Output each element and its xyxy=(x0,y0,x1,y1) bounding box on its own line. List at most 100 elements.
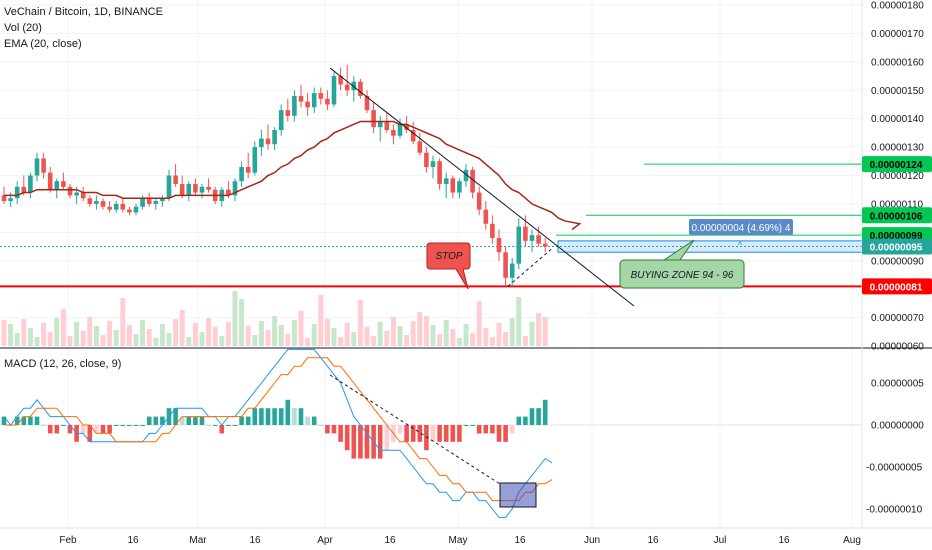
macd-histogram-bar xyxy=(239,416,244,425)
volume-legend[interactable]: Vol (20) xyxy=(4,22,42,34)
buying-zone-callout xyxy=(619,239,745,289)
macd-histogram-bar xyxy=(140,425,145,426)
macd-histogram-bar xyxy=(483,425,489,434)
macd-histogram-bar xyxy=(179,416,185,425)
volume-bar xyxy=(318,295,324,346)
candle-body xyxy=(100,201,106,207)
macd-tick-label: -0.00000010 xyxy=(866,505,923,516)
macd-histogram-bar xyxy=(1,416,7,425)
macd-histogram-bar xyxy=(450,425,456,442)
macd-tick-label: 0.00000005 xyxy=(871,379,924,390)
symbol-legend[interactable]: VeChain / Bitcoin, 1D, BINANCE xyxy=(4,6,163,18)
candle-body xyxy=(186,184,192,196)
candle-body xyxy=(47,172,53,190)
macd-histogram-bar xyxy=(424,425,429,451)
candle-body xyxy=(61,181,66,187)
volume-bar xyxy=(529,322,535,346)
candle-body xyxy=(133,206,139,213)
candle-body xyxy=(292,95,297,116)
macd-histogram-bar xyxy=(311,416,317,425)
candle-body xyxy=(166,175,172,199)
macd-histogram-bar xyxy=(364,425,370,459)
measure-text: 0.00000004 (4.69%) 4 xyxy=(692,223,791,234)
volume-bar xyxy=(542,317,548,346)
candle-body xyxy=(437,161,442,185)
volume-bar xyxy=(311,324,317,346)
macd-histogram-bar xyxy=(404,425,409,442)
volume-bar xyxy=(397,326,403,346)
ema-polyline xyxy=(4,120,582,231)
volume-bar xyxy=(272,316,278,346)
macd-histogram-bar xyxy=(226,425,231,426)
macd-histogram-bar xyxy=(377,425,383,459)
macd-legend[interactable]: MACD (12, 26, close, 9) xyxy=(4,358,122,370)
volume-bar xyxy=(232,291,238,346)
candle-body xyxy=(391,130,396,136)
volume-bar xyxy=(133,334,139,346)
trendline[interactable] xyxy=(329,67,635,307)
price-tick-label: 0.00000060 xyxy=(871,342,924,353)
ema-legend[interactable]: EMA (20, close) xyxy=(4,38,82,50)
volume-bar xyxy=(179,310,185,346)
macd-line xyxy=(3,348,553,518)
price-tag-box xyxy=(862,238,932,255)
volume-bar xyxy=(377,322,383,346)
price-tag-label: 0.00000124 xyxy=(870,160,923,171)
candle-body xyxy=(14,186,20,199)
macd-histogram-bar xyxy=(94,425,99,434)
time-tick-label: Mar xyxy=(189,535,207,546)
candle-body xyxy=(193,184,198,193)
macd-histogram-bar xyxy=(285,399,291,425)
candle-body xyxy=(450,178,456,193)
volume-bar xyxy=(140,320,146,346)
macd-histogram-bar xyxy=(54,425,60,434)
macd-cross-box xyxy=(499,482,537,508)
candle-body xyxy=(120,203,126,210)
candle-body xyxy=(80,192,86,199)
macd-tick-label: 0.00000000 xyxy=(871,421,924,432)
callouts[interactable]: STOP BUYING ZONE 94 - 96 0.00000004 (4.69%… xyxy=(426,219,793,290)
candle-body xyxy=(542,243,548,247)
candle-body xyxy=(160,198,165,202)
macd-histogram-bar xyxy=(87,425,93,442)
candle-body xyxy=(410,130,416,142)
candle-body xyxy=(470,169,475,193)
volume-bar xyxy=(8,324,14,346)
price-tick-label: 0.00000160 xyxy=(871,57,924,68)
candle-body xyxy=(377,121,383,128)
candle-body xyxy=(179,184,185,196)
candle-body xyxy=(503,252,508,278)
macd-histogram-bar xyxy=(259,408,264,425)
candle-body xyxy=(199,186,205,193)
macd-histogram-bar xyxy=(193,416,198,425)
time-tick-label: Jun xyxy=(584,535,600,546)
volume-bar xyxy=(41,323,47,346)
time-tick-label: 16 xyxy=(384,535,396,546)
candle-body xyxy=(245,166,251,173)
price-tick-label: 0.00000140 xyxy=(871,114,924,125)
candle-body xyxy=(87,198,93,204)
volume-bar xyxy=(423,316,429,346)
volume-bar xyxy=(285,334,291,346)
price-tag-label: 0.00000081 xyxy=(870,282,923,293)
volume-bar xyxy=(430,325,436,346)
candle-body xyxy=(278,110,284,131)
volume-bar xyxy=(107,321,113,346)
candle-body xyxy=(140,198,145,207)
price-tag-label: 0.00000106 xyxy=(870,211,923,222)
candle-body xyxy=(463,169,469,182)
candle-body xyxy=(523,226,528,241)
macd-histogram-bar xyxy=(14,416,20,425)
price-tag-box xyxy=(862,278,932,295)
candle-body xyxy=(417,141,423,153)
price-tag-label: 0.00000095 xyxy=(870,243,923,254)
price-tick-label: 0.00000110 xyxy=(871,199,924,210)
volume-bar xyxy=(496,323,502,346)
candle-body xyxy=(397,124,403,136)
volume-bar xyxy=(351,332,357,346)
volume-bar xyxy=(278,325,284,346)
candle-body xyxy=(305,101,310,108)
volume-bar xyxy=(14,333,20,346)
